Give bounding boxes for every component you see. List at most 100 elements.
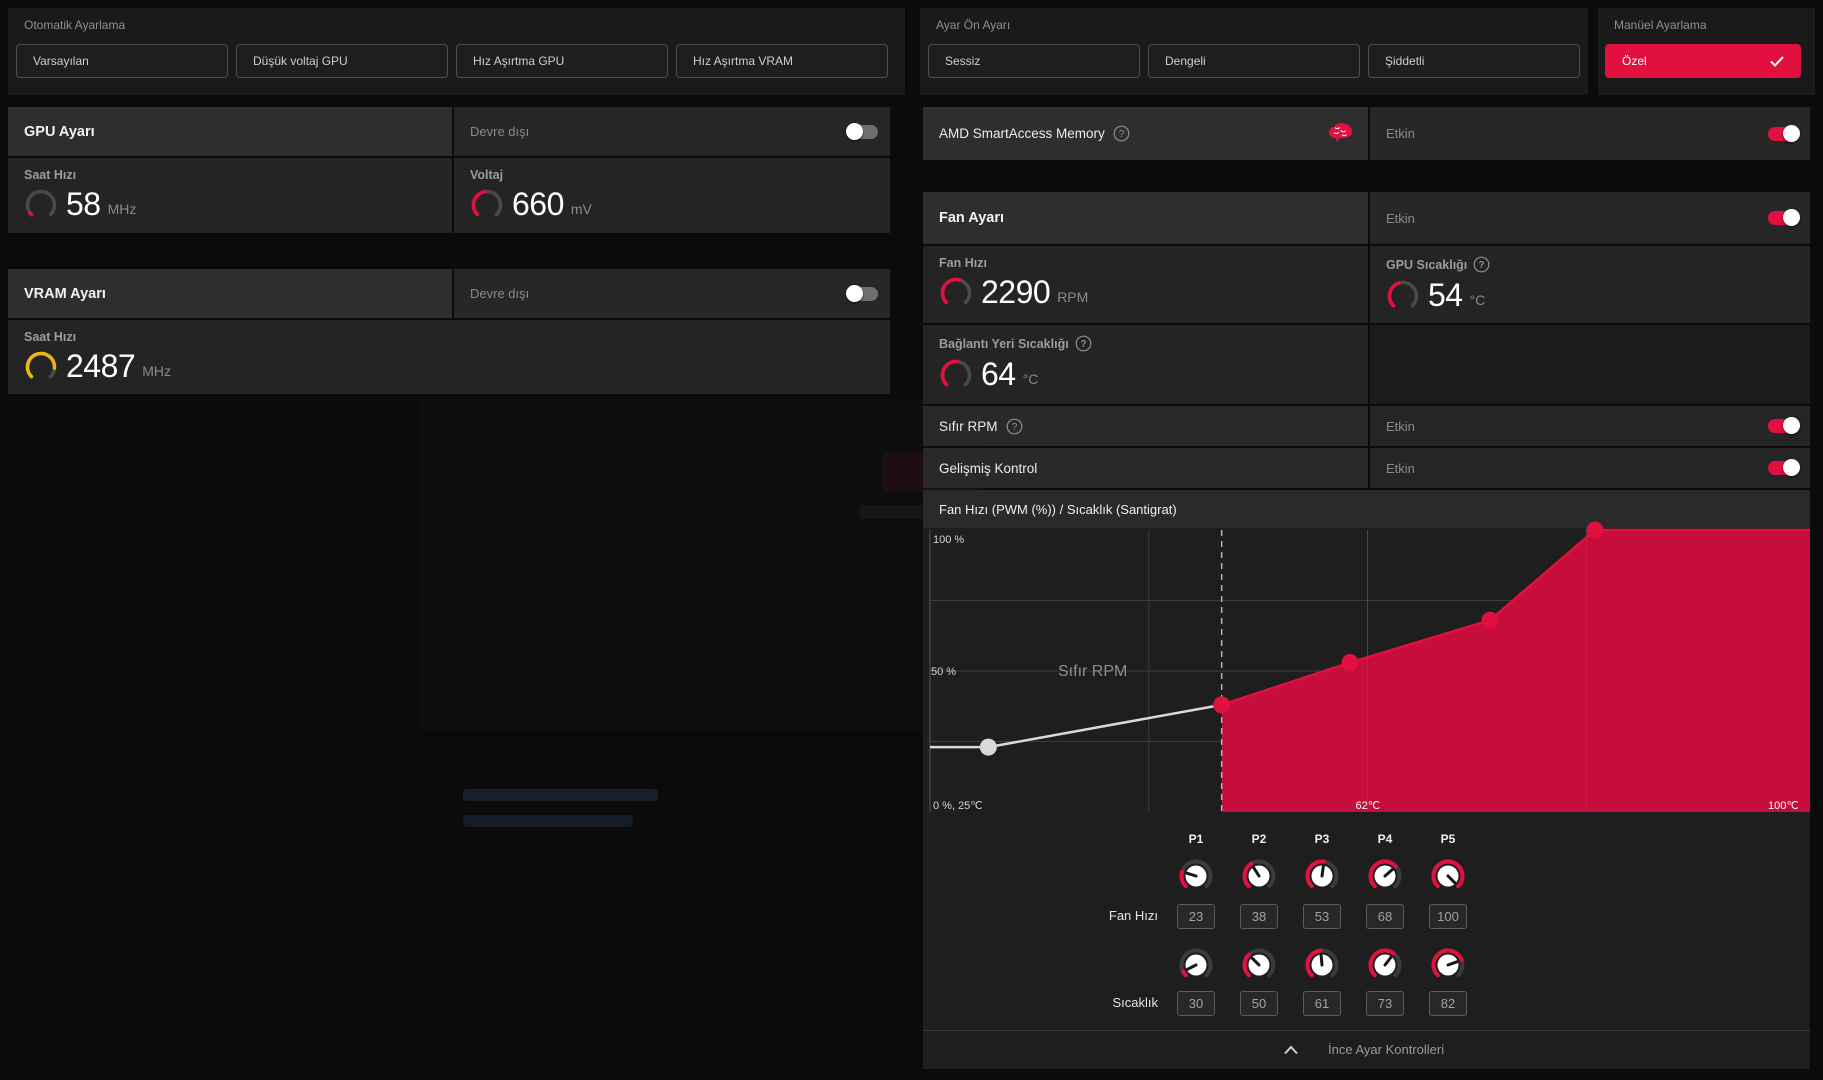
svg-text:0 %, 25℃: 0 %, 25℃	[933, 800, 983, 812]
junction-temp-help-icon[interactable]: ?	[1075, 335, 1092, 352]
fan-tuning-toggle[interactable]	[1768, 209, 1800, 226]
siddetli-button[interactable]: Şiddetli	[1368, 44, 1580, 78]
p2-temp-input[interactable]	[1240, 991, 1278, 1016]
advanced-control-row: Gelişmiş Kontrol	[923, 448, 1368, 488]
junction-temp-gauge	[939, 358, 973, 392]
p1-temp-input[interactable]	[1177, 991, 1215, 1016]
p3-temp-knob[interactable]	[1304, 947, 1340, 988]
svg-text:?: ?	[1479, 260, 1485, 271]
fan-curve-chart[interactable]: 100 % 50 % 0 %, 25℃ 62℃ 100℃ Sıfır RPM	[923, 521, 1810, 818]
tuning-preset-label: Ayar Ön Ayarı	[936, 18, 1011, 32]
curve-point-P3[interactable]	[1341, 654, 1359, 672]
svg-text:62℃: 62℃	[1356, 800, 1381, 812]
point-label-p1: P1	[1188, 832, 1204, 846]
junction-temp-unit: °C	[1022, 370, 1039, 387]
fine-tuning-bar[interactable]: İnce Ayar Kontrolleri	[923, 1030, 1810, 1069]
point-label-p4: P4	[1377, 832, 1393, 846]
p4-fan-knob[interactable]	[1367, 858, 1403, 899]
p5-temp-input[interactable]	[1429, 991, 1467, 1016]
p3-fan-knob[interactable]	[1304, 858, 1340, 899]
fan-panel-header: Fan Ayarı	[923, 192, 1368, 244]
curve-point-P4[interactable]	[1481, 611, 1499, 629]
p4-temp-knob[interactable]	[1367, 947, 1403, 988]
sessiz-button[interactable]: Sessiz	[928, 44, 1140, 78]
dengeli-button[interactable]: Dengeli	[1148, 44, 1360, 78]
hiz-asirtma-vram-button[interactable]: Hız Aşırtma VRAM	[676, 44, 888, 78]
svg-text:50 %: 50 %	[931, 666, 956, 678]
p2-temp-knob[interactable]	[1241, 947, 1277, 988]
junction-temp-value: 64	[981, 356, 1016, 392]
sam-help-icon[interactable]: ?	[1113, 125, 1130, 142]
vram-tuning-toggle[interactable]	[846, 284, 878, 302]
hiz-asirtma-gpu-button[interactable]: Hız Aşırtma GPU	[456, 44, 668, 78]
p4-fan-input[interactable]	[1366, 904, 1404, 929]
p1-temp-knob[interactable]	[1178, 947, 1214, 988]
gpu-temp-cell: GPU Sıcaklığı ? 54 °C	[1370, 246, 1810, 323]
ozel-button[interactable]: Özel	[1605, 44, 1801, 78]
fine-tuning-label: İnce Ayar Kontrolleri	[1328, 1042, 1445, 1057]
svg-text:?: ?	[1011, 422, 1017, 433]
curve-point-P5[interactable]	[1586, 521, 1604, 539]
vram-panel-header: VRAM Ayarı	[8, 269, 452, 318]
tuning-preset-section: Ayar Ön Ayarı Sessiz Dengeli Şiddetli	[920, 8, 1588, 95]
zero-rpm-state-cell: Etkin	[1370, 406, 1810, 446]
gpu-panel-header: GPU Ayarı	[8, 107, 452, 156]
advanced-control-state: Etkin	[1386, 460, 1415, 476]
gpu-temp-unit: °C	[1469, 291, 1486, 308]
fan-panel-state-cell: Etkin	[1370, 192, 1810, 244]
p1-fan-knob[interactable]	[1178, 858, 1214, 899]
zero-rpm-state: Etkin	[1386, 418, 1415, 434]
curve-point-P1[interactable]	[979, 738, 997, 756]
empty-cell	[1370, 325, 1810, 404]
fan-row-label: Fan Hızı	[1108, 908, 1158, 923]
p3-fan-input[interactable]	[1303, 904, 1341, 929]
advanced-control-toggle[interactable]	[1768, 459, 1800, 476]
gpu-voltage-gauge	[470, 188, 504, 222]
zero-rpm-help-icon[interactable]: ?	[1006, 418, 1023, 435]
svg-text:Sıfır RPM: Sıfır RPM	[1058, 663, 1127, 680]
gpu-panel-title: GPU Ayarı	[24, 123, 95, 140]
gpu-temp-help-icon[interactable]: ?	[1473, 256, 1490, 273]
svg-text:?: ?	[1119, 129, 1125, 140]
zero-rpm-toggle[interactable]	[1768, 417, 1800, 434]
svg-text:100 %: 100 %	[933, 534, 964, 546]
vram-clock-unit: MHz	[142, 362, 171, 379]
chevron-up-icon[interactable]	[1283, 1045, 1299, 1055]
vram-clock-cell: Saat Hızı 2487 MHz	[8, 320, 890, 394]
curve-point-P2[interactable]	[1213, 696, 1231, 714]
p2-fan-knob[interactable]	[1241, 858, 1277, 899]
p5-temp-knob[interactable]	[1430, 947, 1466, 988]
p2-fan-input[interactable]	[1240, 904, 1278, 929]
fan-speed-value: 2290	[981, 274, 1051, 310]
fan-speed-label: Fan Hızı	[939, 256, 987, 270]
gpu-clock-label: Saat Hızı	[24, 168, 77, 182]
p5-fan-input[interactable]	[1429, 904, 1467, 929]
junction-temp-label: Bağlantı Yeri Sıcaklığı	[939, 336, 1069, 351]
zero-rpm-label: Sıfır RPM	[939, 418, 998, 434]
sam-toggle[interactable]	[1768, 124, 1800, 142]
p1-fan-input[interactable]	[1177, 904, 1215, 929]
temp-row-label: Sıcaklık	[1112, 995, 1158, 1010]
gpu-temp-value: 54	[1428, 277, 1463, 313]
dusuk-voltaj-gpu-button[interactable]: Düşük voltaj GPU	[236, 44, 448, 78]
vram-panel-state: Devre dışı	[470, 286, 530, 301]
gpu-clock-unit: MHz	[107, 200, 137, 217]
fan-speed-gauge	[939, 276, 973, 310]
check-icon	[1770, 55, 1784, 67]
ghost-panel	[420, 400, 980, 730]
manual-tuning-label: Manüel Ayarlama	[1614, 18, 1707, 32]
svg-text:?: ?	[1080, 339, 1086, 350]
gpu-clock-cell: Saat Hızı 58 MHz	[8, 158, 452, 233]
vram-clock-gauge	[24, 350, 58, 384]
vram-panel-state-cell: Devre dışı	[454, 269, 890, 318]
advanced-control-state-cell: Etkin	[1370, 448, 1810, 488]
gpu-tuning-toggle[interactable]	[846, 122, 878, 140]
gpu-clock-gauge	[24, 188, 58, 222]
sam-row: AMD SmartAccess Memory ?	[923, 107, 1368, 160]
gpu-panel-state-cell: Devre dışı	[454, 107, 890, 156]
varsayilan-button[interactable]: Varsayılan	[16, 44, 228, 78]
fan-speed-unit: RPM	[1057, 288, 1089, 305]
p5-fan-knob[interactable]	[1430, 858, 1466, 899]
p3-temp-input[interactable]	[1303, 991, 1341, 1016]
p4-temp-input[interactable]	[1366, 991, 1404, 1016]
